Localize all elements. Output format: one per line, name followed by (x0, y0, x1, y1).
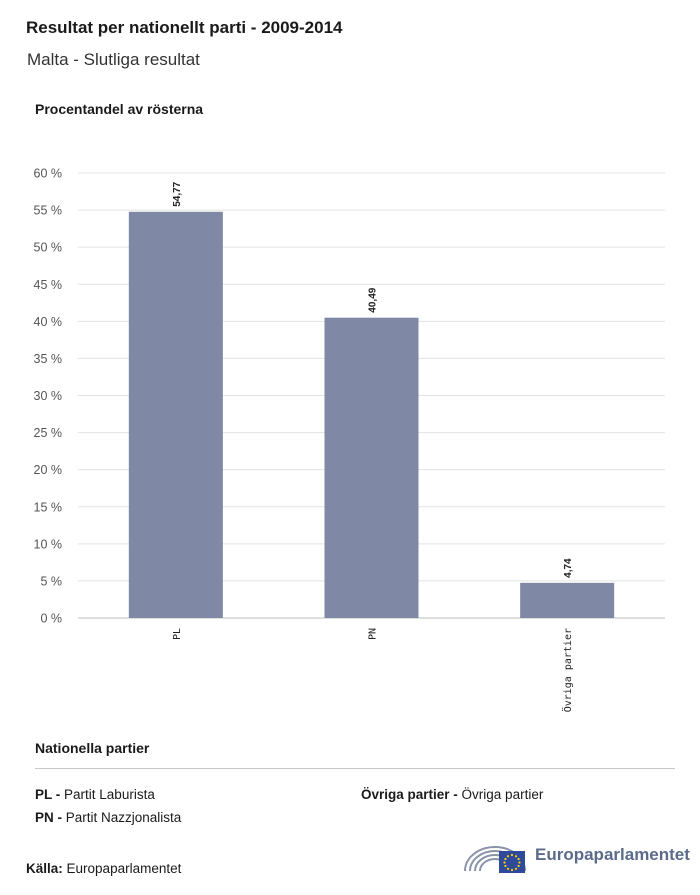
bar-1 (324, 317, 419, 618)
legend-abbr: PN - (35, 810, 62, 825)
y-tick-label: 15 % (34, 500, 63, 514)
y-tick-label: 60 % (34, 167, 63, 181)
y-tick-label: 25 % (34, 426, 63, 440)
y-tick-label: 30 % (34, 389, 63, 403)
legend-title: Nationella partier (35, 740, 150, 756)
x-tick-label: Övriga partier (561, 628, 574, 712)
data-label: 4,74 (563, 558, 574, 578)
legend-party-name: Partit Laburista (64, 787, 155, 802)
source-note: Källa: Europaparlamentet (26, 861, 181, 876)
y-tick-label: 5 % (40, 574, 62, 588)
y-tick-label: 0 % (40, 612, 62, 626)
source-value: Europaparlamentet (66, 861, 182, 876)
legend-party-name: Övriga partier (461, 787, 544, 802)
europaparlamentet-logo[interactable]: Europaparlamentet (461, 837, 690, 877)
legend-divider (35, 768, 675, 769)
y-tick-label: 40 % (34, 315, 63, 329)
chart-title: Resultat per nationellt parti - 2009-201… (26, 18, 343, 37)
y-tick-label: 50 % (34, 241, 63, 255)
chart-subtitle: Malta - Slutliga resultat (27, 50, 200, 69)
legend-party-name: Partit Nazzjonalista (65, 810, 182, 825)
x-tick-label: PL (172, 628, 183, 640)
legend-abbr: Övriga partier - (361, 787, 458, 802)
x-tick-label: PN (368, 628, 379, 640)
y-tick-label: 10 % (34, 537, 63, 551)
y-tick-label: 45 % (34, 278, 63, 292)
legend-item-pn: PN - Partit Nazzjonalista (35, 810, 181, 825)
y-tick-label: 35 % (34, 352, 63, 366)
bar-chart: 0 % 5 % 10 % 15 % 20 % 25 % 30 % 35 % 40 % 45 % 50… (34, 167, 665, 712)
source-label: Källa: (26, 861, 63, 876)
y-tick-label: 55 % (34, 204, 63, 218)
logo-text: Europaparlamentet (535, 845, 690, 864)
bar-0 (128, 211, 223, 618)
legend-abbr: PL - (35, 787, 61, 802)
y-axis-label: Procentandel av rösterna (35, 101, 204, 117)
legend-item-ovriga: Övriga partier - Övriga partier (361, 787, 543, 802)
parliament-emblem-icon (464, 846, 526, 873)
y-tick-label: 20 % (34, 463, 63, 477)
data-label: 40,49 (368, 287, 379, 312)
data-label: 54,77 (172, 181, 183, 206)
legend-item-pl: PL - Partit Laburista (35, 787, 155, 802)
bar-2 (520, 582, 615, 618)
